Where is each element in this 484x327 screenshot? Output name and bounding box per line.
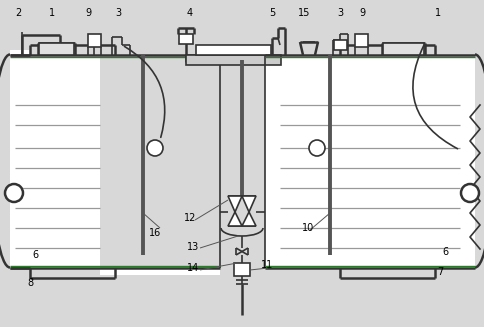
Bar [233, 263, 249, 276]
Bar [354, 34, 367, 47]
Text: 1: 1 [434, 8, 440, 18]
Text: 10: 10 [301, 223, 314, 233]
Polygon shape [227, 212, 242, 226]
Text: 3: 3 [115, 8, 121, 18]
Bar [88, 34, 101, 47]
Text: 16: 16 [149, 228, 161, 238]
Polygon shape [227, 196, 242, 212]
Bar [333, 40, 346, 50]
Polygon shape [242, 196, 256, 212]
Text: 6: 6 [32, 250, 38, 260]
Text: 9: 9 [358, 8, 364, 18]
Text: 14: 14 [186, 263, 199, 273]
Circle shape [147, 140, 163, 156]
Bar [382, 43, 423, 55]
Bar [179, 34, 193, 44]
Text: 1: 1 [49, 8, 55, 18]
Text: 9: 9 [85, 8, 91, 18]
Text: 11: 11 [260, 260, 272, 270]
Bar [39, 43, 74, 55]
Text: 6: 6 [441, 247, 447, 257]
Text: 4: 4 [186, 8, 193, 18]
Bar [186, 55, 280, 65]
Text: 3: 3 [336, 8, 342, 18]
Text: 7: 7 [436, 267, 442, 277]
Text: 15: 15 [297, 8, 310, 18]
Text: 13: 13 [186, 242, 199, 252]
Polygon shape [242, 212, 256, 226]
Text: 8: 8 [27, 278, 33, 288]
Bar [196, 45, 271, 55]
Text: 12: 12 [183, 213, 196, 223]
Polygon shape [264, 55, 474, 268]
Circle shape [460, 184, 478, 202]
Circle shape [5, 184, 23, 202]
Text: 2: 2 [15, 8, 21, 18]
Circle shape [308, 140, 324, 156]
Text: 5: 5 [268, 8, 274, 18]
Polygon shape [10, 50, 220, 275]
